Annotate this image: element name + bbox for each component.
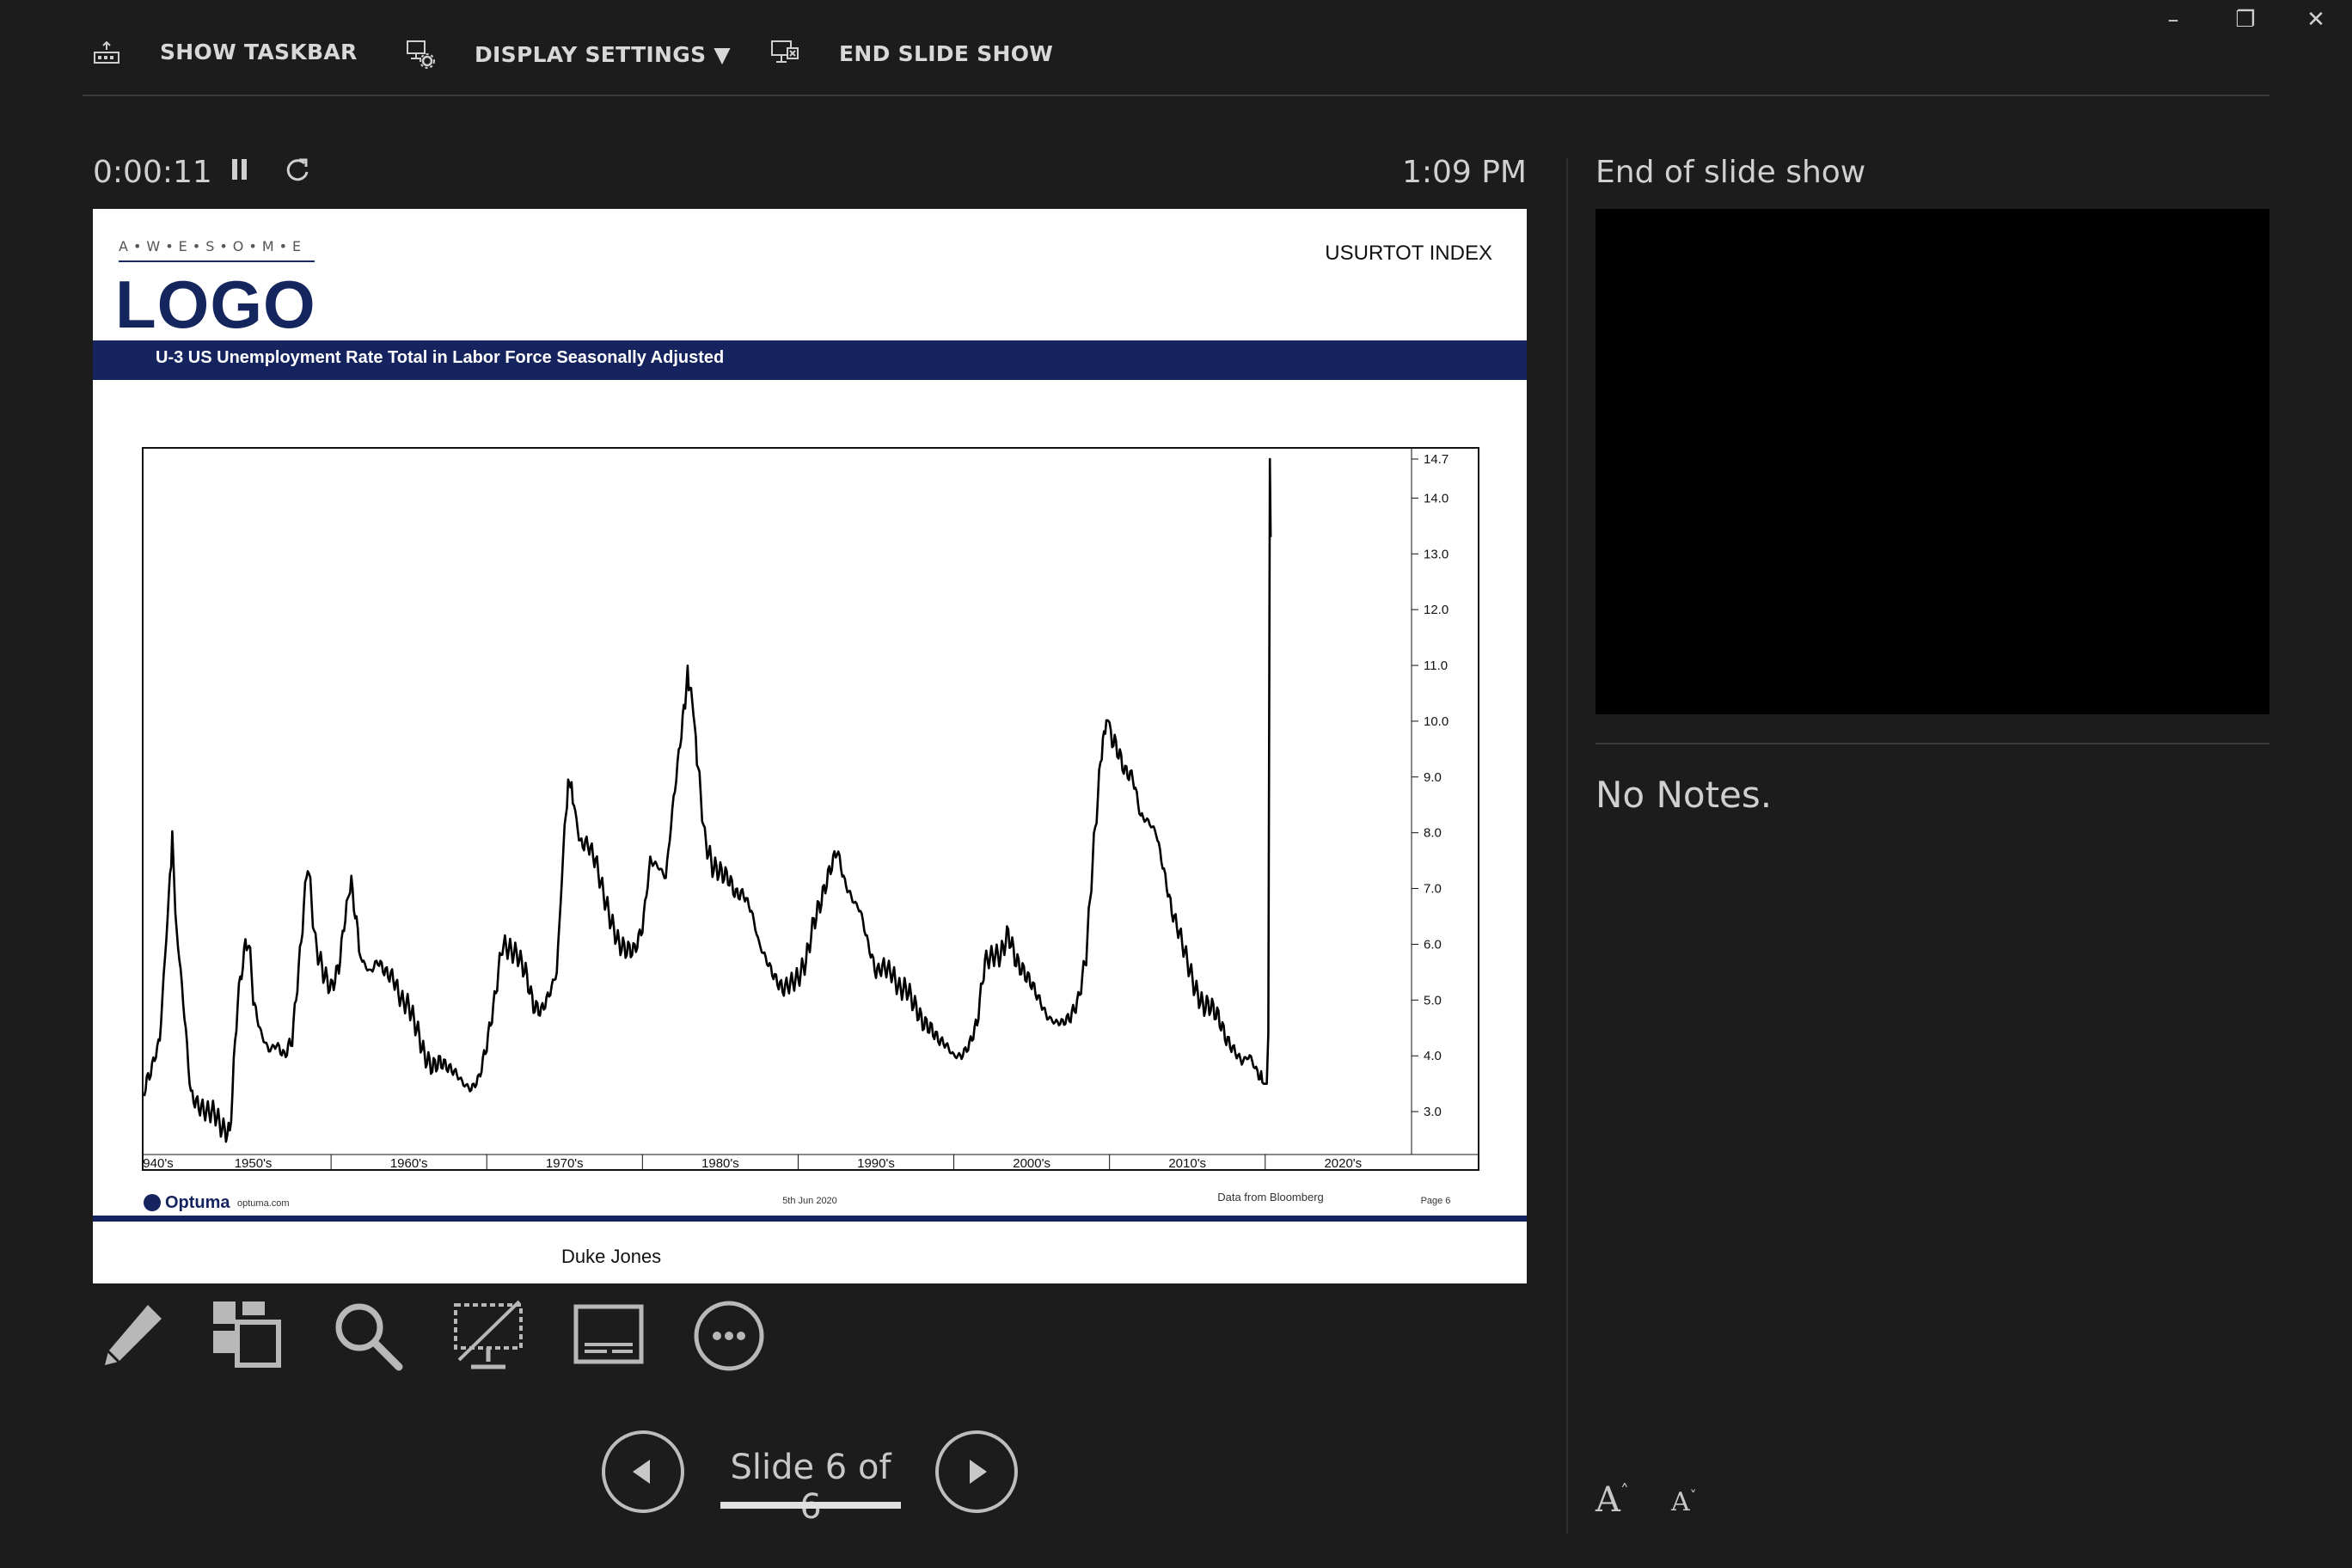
y-tick-label: 13.0: [1424, 547, 1449, 561]
zoom-icon[interactable]: [332, 1300, 404, 1372]
next-slide-icon: [970, 1460, 987, 1484]
x-tick-label: 2020's: [1324, 1156, 1362, 1171]
subtitles-icon[interactable]: [573, 1300, 645, 1372]
logo-divider: [119, 260, 315, 262]
pause-timer-icon[interactable]: [230, 156, 249, 182]
x-tick-label: 1950's: [235, 1156, 273, 1171]
x-tick-label: 1990's: [857, 1156, 895, 1171]
next-slide-button[interactable]: [935, 1430, 1018, 1513]
close-button[interactable]: ✕: [2306, 7, 2325, 33]
y-tick-label: 10.0: [1424, 714, 1449, 729]
x-tick-label: 940's: [143, 1156, 173, 1171]
display-settings-icon: [407, 40, 435, 69]
display-settings-button[interactable]: DISPLAY SETTINGS ▼: [406, 40, 731, 69]
slide-title-band: U-3 US Unemployment Rate Total in Labor …: [93, 340, 1527, 380]
slide-counter[interactable]: Slide 6 of 6: [730, 1448, 891, 1527]
previous-slide-icon: [633, 1460, 650, 1484]
next-slide-preview[interactable]: [1596, 209, 2269, 714]
restart-timer-icon[interactable]: [284, 156, 311, 184]
x-tick-label: 1960's: [390, 1156, 428, 1171]
y-tick-label: 5.0: [1424, 993, 1442, 1008]
next-slide-label: End of slide show: [1596, 155, 1866, 190]
index-label: USURTOT INDEX: [1325, 242, 1492, 265]
y-tick-label: 7.0: [1424, 882, 1442, 897]
increase-font-button[interactable]: A˄: [1596, 1480, 1629, 1520]
chart-frame: [142, 447, 1479, 1171]
show-taskbar-label: SHOW TASKBAR: [160, 40, 358, 64]
footer-brand: Optuma: [165, 1193, 230, 1212]
restore-button[interactable]: ❐: [2235, 7, 2256, 33]
x-tick-label: 2000's: [1013, 1156, 1050, 1171]
end-slide-show-icon: [771, 40, 799, 63]
optuma-logo-icon: [144, 1194, 161, 1211]
display-settings-label: DISPLAY SETTINGS ▼: [475, 41, 731, 67]
y-tick-label: 8.0: [1424, 826, 1442, 841]
logo-text: LOGO: [115, 266, 316, 342]
pen-icon[interactable]: [95, 1300, 167, 1372]
slide-title: U-3 US Unemployment Rate Total in Labor …: [156, 348, 725, 367]
y-tick-label: 12.0: [1424, 603, 1449, 617]
previous-slide-button[interactable]: [602, 1430, 684, 1513]
speaker-notes: No Notes.: [1596, 774, 1773, 816]
y-tick-label: 14.0: [1424, 491, 1449, 505]
current-slide[interactable]: A•W•E•S•O•M•E LOGO USURTOT INDEX U-3 US …: [93, 209, 1527, 1283]
y-tick-label: 9.0: [1424, 770, 1442, 785]
pane-divider[interactable]: [1566, 158, 1568, 1534]
black-screen-icon[interactable]: [452, 1300, 524, 1372]
logo-tagline: A•W•E•S•O•M•E: [119, 238, 307, 254]
end-slide-show-button[interactable]: END SLIDE SHOW: [770, 40, 1053, 67]
elapsed-timer: 0:00:11: [93, 155, 212, 190]
unemployment-series-line: [143, 457, 1272, 1143]
all-slides-icon[interactable]: [211, 1300, 284, 1372]
decrease-font-button[interactable]: A˅: [1671, 1487, 1697, 1517]
slide-counter-underline: [720, 1502, 901, 1509]
x-tick-label: 1980's: [701, 1156, 739, 1171]
x-tick-label: 1970's: [546, 1156, 584, 1171]
taskbar-icon: [94, 40, 119, 64]
end-slide-show-label: END SLIDE SHOW: [839, 40, 1054, 66]
show-taskbar-button[interactable]: SHOW TASKBAR: [93, 40, 358, 64]
slide-author: Duke Jones: [561, 1246, 662, 1267]
more-options-icon[interactable]: [693, 1300, 765, 1372]
footer-brand-url: optuma.com: [237, 1198, 290, 1209]
footer-page: Page 6: [1421, 1196, 1451, 1206]
y-tick-label: 4.0: [1424, 1049, 1442, 1063]
footer-source: Data from Bloomberg: [1217, 1191, 1324, 1204]
minimize-button[interactable]: –: [2167, 7, 2179, 33]
current-time: 1:09 PM: [1401, 155, 1527, 190]
presenter-toolbar: SHOW TASKBAR DISPLAY SETTINGS ▼ END SLID…: [83, 24, 2269, 96]
footer-date: 5th Jun 2020: [782, 1196, 837, 1206]
y-tick-label: 3.0: [1424, 1105, 1442, 1119]
y-tick-label: 11.0: [1424, 658, 1448, 673]
x-tick-label: 2010's: [1168, 1156, 1206, 1171]
unemployment-line-chart: 3.0 4.0 5.0 6.0 7.0 8.0 9.0 10.0 11.0 12.0 13.0 14.…: [142, 447, 1479, 1212]
y-tick-label: 6.0: [1424, 937, 1442, 952]
slide-footer-band: [93, 1216, 1527, 1222]
notes-divider[interactable]: [1596, 743, 2269, 744]
y-tick-label: 14.7: [1424, 452, 1449, 467]
